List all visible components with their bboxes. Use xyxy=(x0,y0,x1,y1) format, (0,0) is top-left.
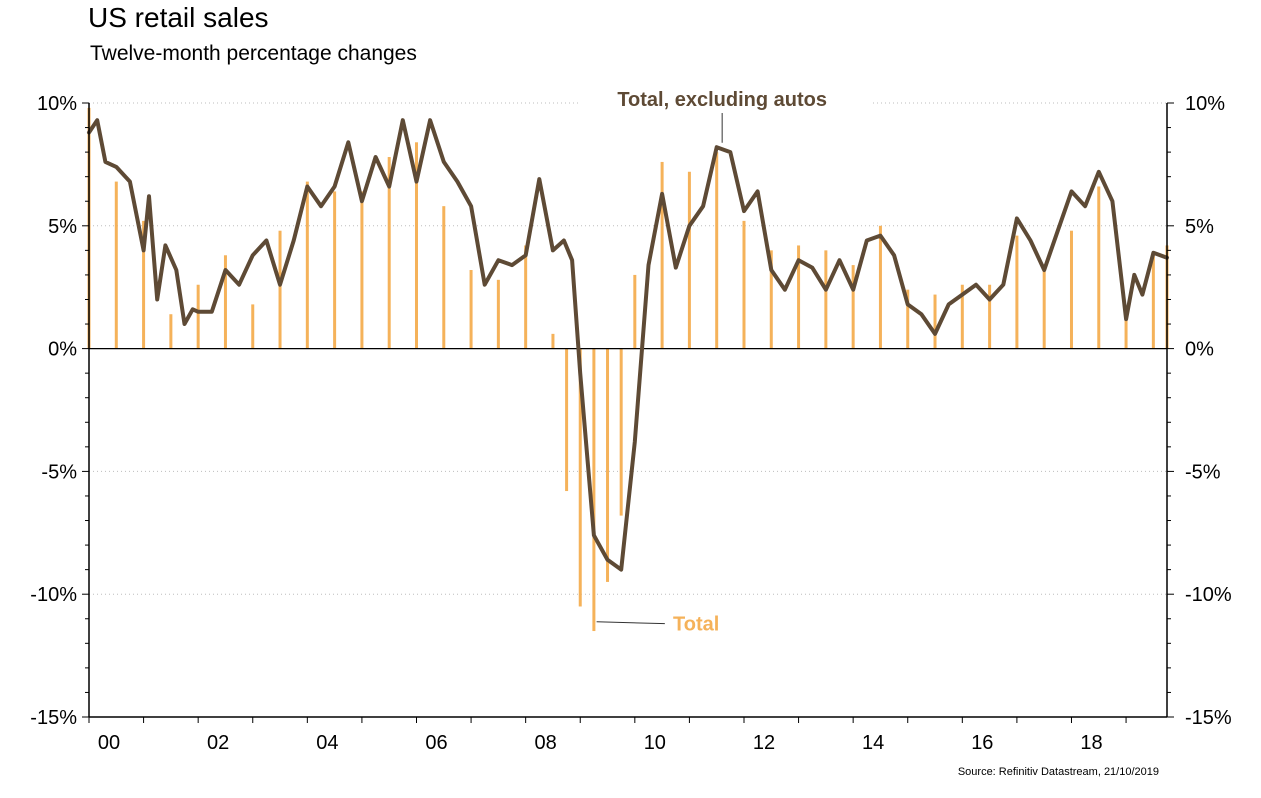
x-tick-label: 16 xyxy=(971,732,993,754)
total-bar xyxy=(223,255,227,349)
total-bar xyxy=(769,250,773,349)
total-bar xyxy=(251,304,255,349)
total-bar xyxy=(633,274,637,349)
y-tick-label-left: 5% xyxy=(48,216,77,238)
total-bar xyxy=(878,225,882,349)
y-tick-label-right: -15% xyxy=(1185,707,1232,729)
total-bar xyxy=(851,265,855,349)
total-bar xyxy=(565,348,569,492)
x-tick-label: 10 xyxy=(644,732,666,754)
total-bar xyxy=(414,142,418,349)
total-bar xyxy=(592,348,596,632)
x-tick-label: 00 xyxy=(98,732,120,754)
chart-subtitle: Twelve-month percentage changes xyxy=(90,42,417,65)
y-tick-label-right: 0% xyxy=(1185,339,1214,361)
total-bar xyxy=(1069,230,1073,349)
x-tick-label: 18 xyxy=(1080,732,1102,754)
total-bar xyxy=(551,333,555,349)
source-note: Source: Refinitiv Datastream, 21/10/2019 xyxy=(957,766,1159,778)
total-bar xyxy=(687,171,691,349)
total-bar xyxy=(360,191,364,349)
excl-autos-line xyxy=(87,118,1169,572)
total-bar xyxy=(715,152,719,349)
total-bar xyxy=(196,284,200,349)
total-bar xyxy=(660,161,664,349)
total-bar xyxy=(797,245,801,349)
total-bar xyxy=(619,348,623,516)
total-bar xyxy=(442,206,446,349)
y-tick-label-right: 10% xyxy=(1185,93,1225,115)
total-bar xyxy=(496,279,500,349)
y-tick-label-right: -10% xyxy=(1185,584,1232,606)
total-bar xyxy=(305,181,309,349)
x-tick-label: 04 xyxy=(316,732,338,754)
total-bar xyxy=(524,245,528,349)
total-bar xyxy=(1151,255,1155,349)
total-bar xyxy=(1097,186,1101,349)
total-bar xyxy=(988,284,992,349)
total-bar xyxy=(387,157,391,349)
total-bar xyxy=(142,220,146,349)
x-tick-label: 08 xyxy=(535,732,557,754)
x-tick-label: 12 xyxy=(753,732,775,754)
total-bar xyxy=(169,314,173,349)
x-tick-label: 02 xyxy=(207,732,229,754)
y-tick-label-right: 5% xyxy=(1185,216,1214,238)
total-bar xyxy=(1015,235,1019,349)
total-bar xyxy=(578,348,582,607)
total-bar xyxy=(606,348,610,582)
y-tick-label-left: -5% xyxy=(41,461,77,483)
y-tick-label-right: -5% xyxy=(1185,461,1221,483)
annotation-leader xyxy=(596,621,665,625)
annotation-excl-autos: Total, excluding autos xyxy=(617,89,827,111)
total-bar xyxy=(906,289,910,349)
x-tick-label: 14 xyxy=(862,732,884,754)
y-tick-label-left: 0% xyxy=(48,339,77,361)
total-bar xyxy=(960,284,964,349)
total-bar xyxy=(1042,265,1046,349)
total-bar xyxy=(469,270,473,349)
total-bar xyxy=(933,294,937,349)
x-tick-label: 06 xyxy=(425,732,447,754)
total-bar xyxy=(742,220,746,349)
total-bar xyxy=(278,230,282,349)
annotation-bg xyxy=(580,87,871,111)
total-bar xyxy=(824,250,828,349)
y-tick-label-left: -15% xyxy=(30,707,77,729)
total-bar xyxy=(1124,314,1128,349)
annotation-total: Total xyxy=(673,614,719,636)
y-tick-label-left: 10% xyxy=(37,93,77,115)
y-tick-label-left: -10% xyxy=(30,584,77,606)
chart-title: US retail sales xyxy=(88,2,269,33)
total-bar xyxy=(114,181,118,349)
total-bar xyxy=(333,191,337,349)
